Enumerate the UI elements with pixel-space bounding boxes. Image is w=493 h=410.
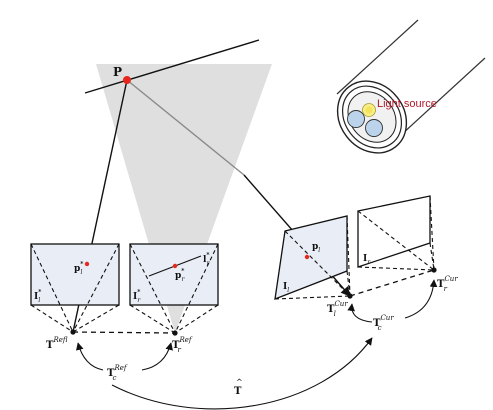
label-T-c-ref: TRef c xyxy=(107,364,128,382)
left-ref-camera xyxy=(30,243,120,335)
light-source-icon xyxy=(335,0,493,158)
surface-line xyxy=(84,39,260,94)
label-l-r-star: l* r xyxy=(203,252,211,267)
point-p-r-star xyxy=(172,263,178,269)
label-T-c-cur: TCur c xyxy=(373,314,394,332)
ref-baseline xyxy=(72,331,176,334)
arc-ref-to-right xyxy=(141,342,173,371)
point-p-l xyxy=(304,254,310,260)
ray-p-to-cur-gray xyxy=(126,79,245,176)
current-left-camera xyxy=(274,215,353,301)
projection-cone xyxy=(96,64,272,333)
point-P xyxy=(123,76,131,84)
label-p-r-star: p* r xyxy=(175,268,185,283)
arc-T-hat xyxy=(111,337,373,410)
point-p-l-star xyxy=(84,261,90,267)
arc-cur-to-right xyxy=(404,279,438,319)
label-I-l-star: I* l xyxy=(34,289,41,304)
label-T-l-ref: TRefl xyxy=(46,336,68,351)
label-T-r-cur: TCur r xyxy=(437,275,458,293)
label-T-r-ref: TRef r xyxy=(172,336,193,354)
label-T-l-cur: TCur l xyxy=(327,300,348,318)
label-p-l-star: p* l xyxy=(74,261,83,276)
label-p-l: pl xyxy=(312,242,320,254)
right-ref-camera xyxy=(129,243,219,336)
current-right-camera xyxy=(357,195,437,273)
label-T-hat-accent: ^ xyxy=(236,378,243,387)
label-I-l: Il xyxy=(283,282,289,294)
current-baseline xyxy=(349,269,435,297)
label-I-r-star: I* r xyxy=(133,289,141,304)
label-I-r: Ir xyxy=(363,254,371,266)
label-P: P xyxy=(113,65,122,79)
label-light-source: Light source xyxy=(377,98,437,110)
arc-ref-to-left xyxy=(76,342,104,371)
label-T-hat: T xyxy=(234,386,242,397)
arc-cur-to-left xyxy=(347,303,373,323)
